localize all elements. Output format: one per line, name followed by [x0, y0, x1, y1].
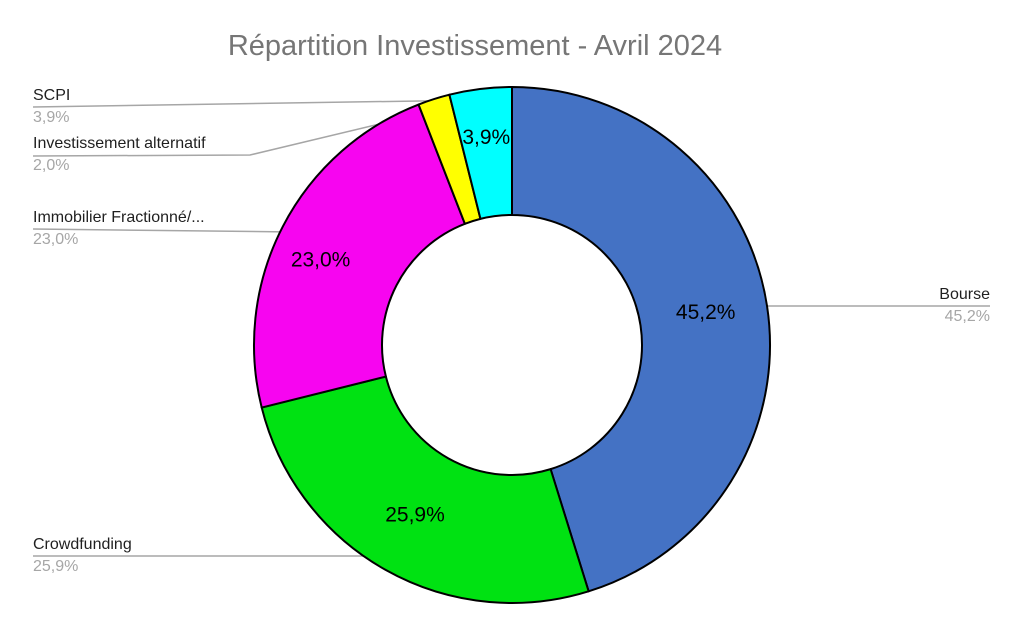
callout-bourse: Bourse 45,2%: [939, 284, 990, 328]
callout-investissement-alternatif: Investissement alternatif 2,0%: [33, 133, 206, 177]
slice-value-label: 45,2%: [676, 301, 736, 324]
callout-percent: 45,2%: [944, 308, 990, 325]
chart-title: Répartition Investissement - Avril 2024: [227, 30, 723, 62]
slice-value-label: 25,9%: [385, 504, 445, 527]
callout-percent: 2,0%: [33, 157, 70, 174]
callout-label: Immobilier Fractionné/...: [33, 209, 205, 226]
callout-immobilier-fractionne: Immobilier Fractionné/... 23,0%: [33, 207, 205, 251]
pie-slice-scpi: [448, 86, 513, 220]
callout-percent: 23,0%: [33, 231, 79, 248]
callout-label: Investissement alternatif: [33, 135, 206, 152]
callout-scpi: SCPI 3,9%: [33, 85, 70, 129]
callout-crowdfunding: Crowdfunding 25,9%: [33, 534, 132, 578]
pie-slice-crowdfunding: [260, 375, 590, 604]
slice-value-label: 23,0%: [291, 249, 351, 272]
callout-percent: 3,9%: [33, 109, 70, 126]
slice-value-label: 3,9%: [462, 126, 510, 149]
callout-label: SCPI: [33, 87, 71, 104]
pie-slice-bourse: [511, 86, 771, 593]
callout-label: Crowdfunding: [33, 536, 132, 553]
callout-label: Bourse: [939, 286, 990, 303]
callout-percent: 25,9%: [33, 558, 79, 575]
leader-line: [32, 99, 483, 108]
leader-line: [32, 228, 296, 233]
pie-slice-immobilier-fractionn: [253, 103, 466, 409]
